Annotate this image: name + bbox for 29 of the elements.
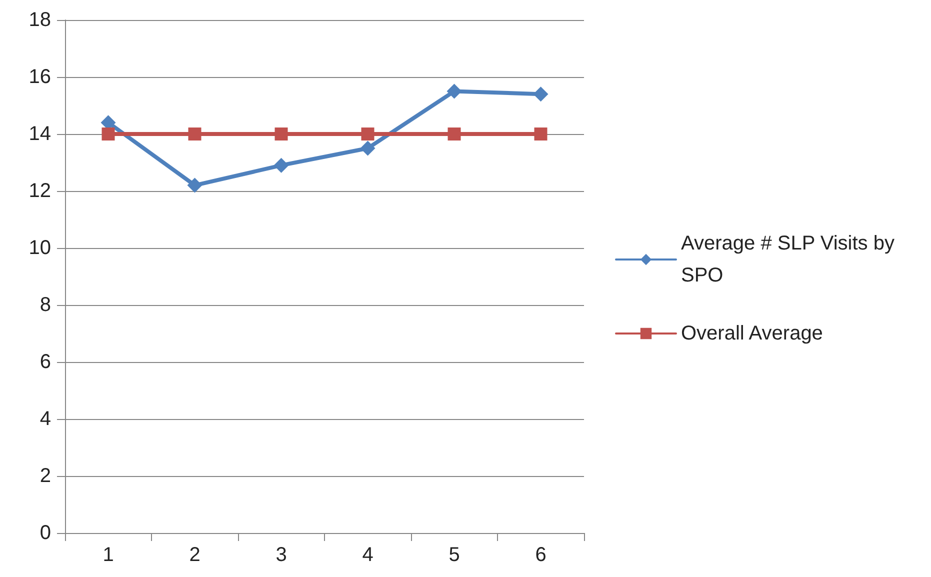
y-tick-label: 10 — [28, 237, 51, 259]
x-tick-label: 1 — [102, 544, 114, 566]
point — [274, 128, 288, 140]
point — [446, 84, 462, 99]
y-tick-label: 6 — [40, 351, 51, 373]
point — [102, 128, 115, 140]
y-tick-label: 4 — [40, 408, 51, 430]
point — [274, 158, 289, 173]
legend-label: Average # SLP Visits by SPO — [681, 232, 900, 286]
point — [188, 128, 202, 140]
y-tick-label: 12 — [28, 180, 51, 202]
y-tick-label: 8 — [40, 294, 51, 316]
point — [360, 140, 376, 156]
x-tick-label: 2 — [189, 544, 200, 566]
y-tick-label: 18 — [28, 9, 51, 31]
x-tick-label: 4 — [362, 544, 374, 566]
x-tick-label: 3 — [276, 544, 287, 566]
point — [187, 178, 202, 193]
y-tick-label: 16 — [28, 66, 51, 88]
y-tick-label: 14 — [28, 123, 51, 145]
point — [534, 128, 548, 140]
x-tick-label: 5 — [448, 544, 460, 566]
x-tick-label: 6 — [535, 544, 546, 566]
point — [448, 128, 461, 140]
y-tick-label: 2 — [40, 465, 51, 487]
legend-label: Overall Average — [681, 322, 823, 344]
y-tick-label: 0 — [40, 522, 51, 544]
point — [533, 86, 548, 102]
point — [361, 128, 374, 140]
